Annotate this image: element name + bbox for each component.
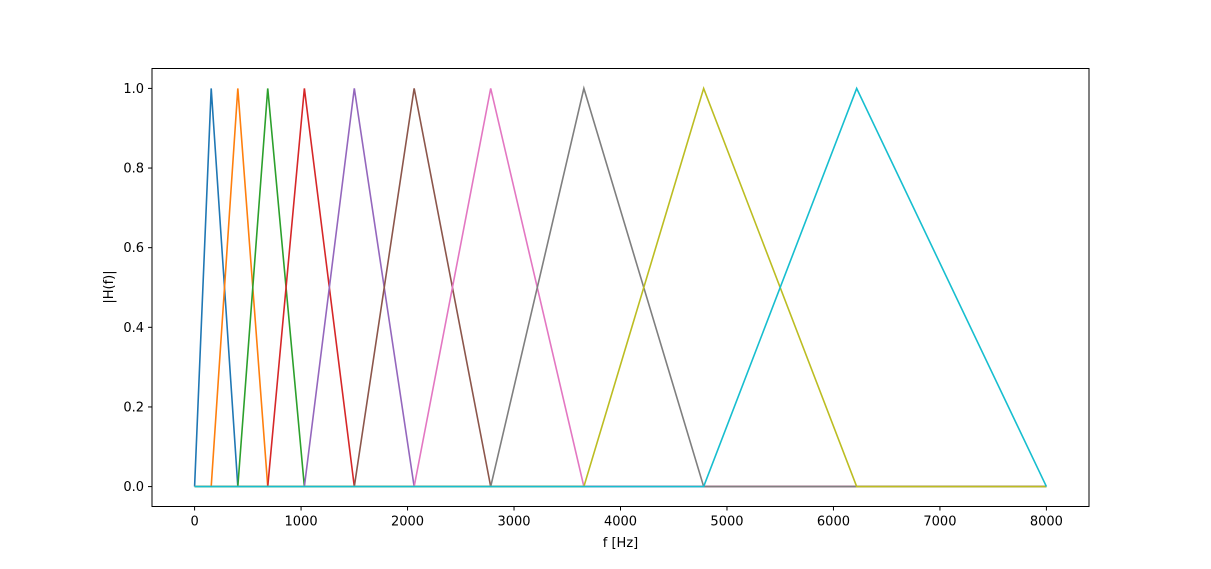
filter-series-2 [194,88,1047,488]
filter-series-8 [194,85,1047,488]
y-axis-label: |H(f)| [102,270,117,303]
x-tick-label: 3000 [497,515,530,530]
y-tick-label: 0.8 [123,162,144,177]
x-axis: 0 1000 2000 3000 4000 5000 6000 7000 8000 [190,506,1063,530]
x-tick-label: 6000 [817,515,850,530]
x-tick-label: 7000 [923,515,956,530]
y-tick-label: 0.2 [123,400,144,415]
plot-frame [151,68,1090,507]
filter-series-1 [193,88,1047,488]
x-tick-label: 1000 [285,515,318,530]
y-tick-label: 0.0 [123,480,144,495]
x-axis-label: f [Hz] [603,536,638,551]
y-tick-label: 0.4 [123,321,144,336]
y-tick-label: 0.6 [123,241,144,256]
filter-series-4 [194,88,1047,488]
x-tick-label: 2000 [391,515,424,530]
filter-series-6 [194,88,1047,488]
filter-series-9 [194,85,1047,488]
filter-series-3 [194,88,1047,488]
y-tick-label: 1.0 [123,82,144,97]
x-tick-label: 4000 [604,515,637,530]
filter-series-10 [194,86,1048,488]
y-axis: 0.0 0.2 0.4 0.6 0.8 1.0 [123,82,152,495]
series-layer [193,85,1048,488]
filter-series-7 [194,88,1047,488]
x-tick-label: 8000 [1030,515,1063,530]
filter-series-5 [194,88,1047,488]
x-tick-label: 0 [190,515,198,530]
x-tick-label: 5000 [710,515,743,530]
